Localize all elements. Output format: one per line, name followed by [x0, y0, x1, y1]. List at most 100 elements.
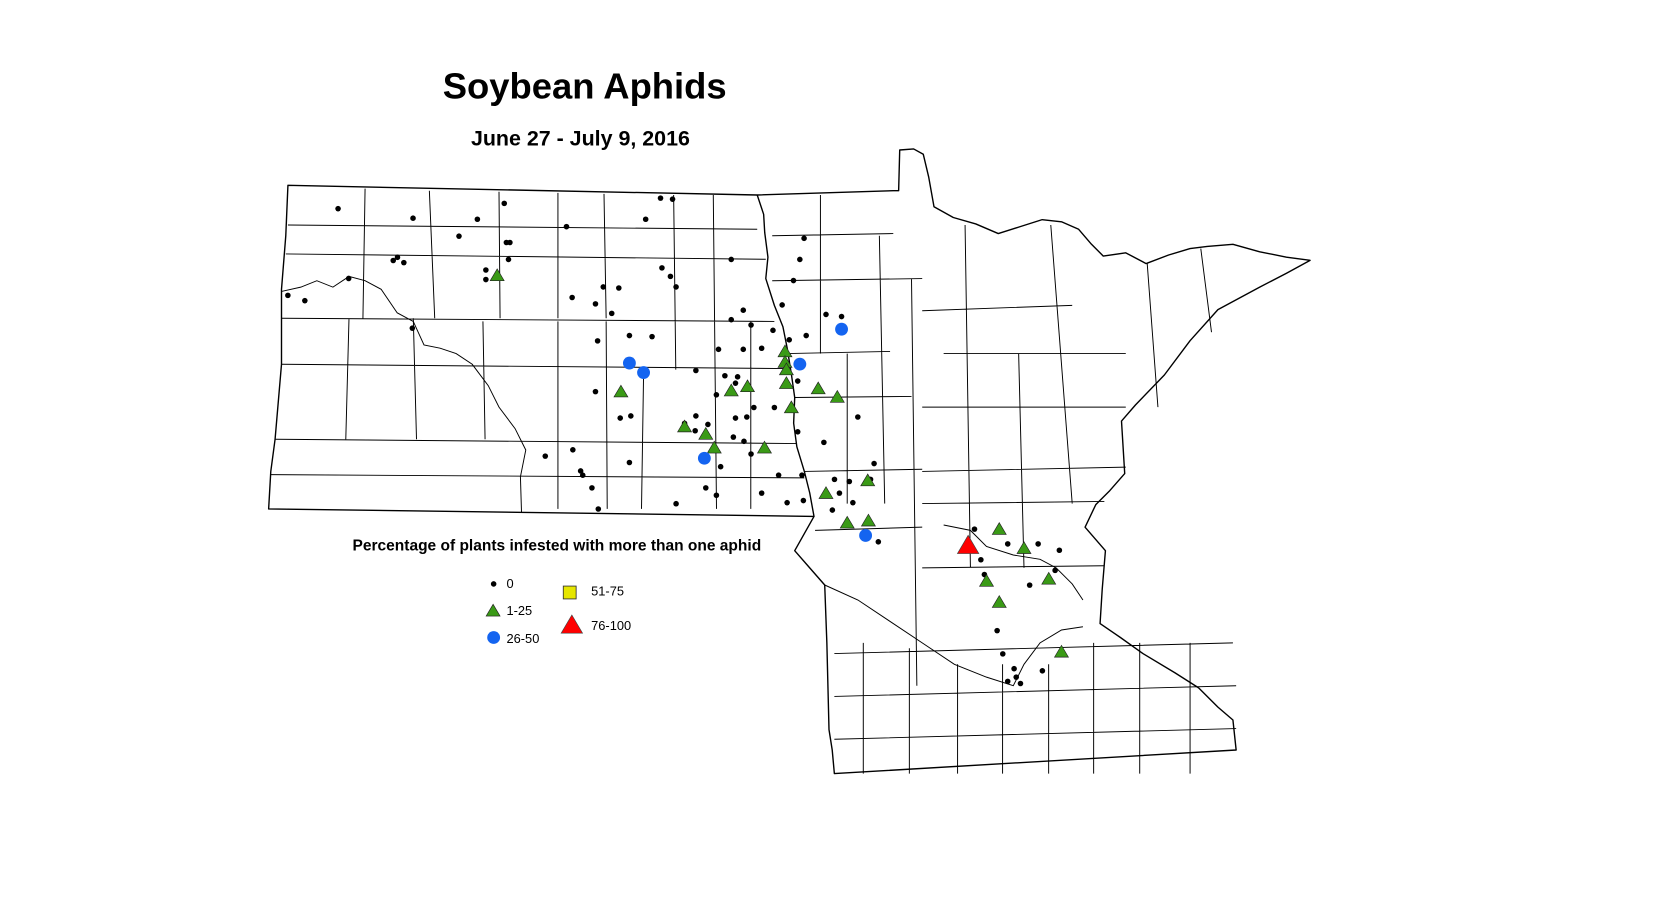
observation-zero-dot [732, 415, 739, 421]
observation-zero-dot [345, 275, 352, 282]
observation-zero-dot [800, 497, 807, 504]
observation-zero-dot [642, 216, 649, 223]
observation-1-25-triangle [839, 515, 855, 529]
observation-zero-dot [801, 235, 807, 242]
observation-zero-dot [456, 233, 462, 239]
observation-1-25-triangle [739, 379, 756, 393]
legend-label-0: 0 [506, 576, 513, 591]
observation-zero-dot [410, 215, 416, 221]
observation-zero-dot [563, 223, 570, 230]
observation-zero-dot [673, 284, 679, 290]
observation-zero-dot [994, 627, 1000, 634]
observation-zero-dot [1000, 651, 1006, 657]
observation-zero-dot [1035, 541, 1041, 547]
observation-zero-dot [1004, 678, 1011, 685]
observation-zero-dot [730, 434, 737, 440]
map-title: Soybean Aphids [443, 66, 727, 107]
observation-zero-dot [592, 301, 599, 307]
observation-1-25-triangle [860, 513, 876, 527]
north-dakota-minnesota-outline [267, 148, 1311, 775]
observation-zero-dot [595, 506, 602, 512]
observation-zero-dot [335, 205, 341, 212]
observation-zero-dot [474, 216, 481, 223]
legend-dot-icon [490, 581, 497, 587]
observation-zero-dot [775, 472, 782, 478]
missouri-river [281, 275, 527, 513]
observation-marks [285, 195, 1070, 687]
observation-1-25-triangle [1053, 644, 1070, 658]
observation-zero-dot [875, 539, 882, 545]
observation-zero-dot [570, 447, 576, 453]
observation-1-25-triangle [613, 384, 629, 398]
observation-zero-dot [626, 332, 633, 339]
observation-26-50-circle [793, 357, 807, 371]
observation-1-25-triangle [783, 400, 799, 414]
observation-zero-dot [628, 413, 634, 419]
observation-zero-dot [1039, 668, 1046, 674]
observation-zero-dot [617, 415, 624, 421]
observation-zero-dot [390, 257, 397, 264]
observation-zero-dot [855, 414, 861, 420]
observation-1-25-triangle [723, 383, 739, 397]
observation-26-50-circle [637, 366, 650, 380]
legend-green-triangle-icon [485, 603, 501, 617]
observation-zero-dot [483, 276, 489, 283]
observation-zero-dot [786, 337, 793, 343]
observation-zero-dot [608, 310, 615, 317]
observation-1-25-triangle [706, 440, 722, 454]
observation-zero-dot [394, 254, 401, 261]
observation-1-25-triangle [1041, 571, 1057, 585]
observation-zero-dot [569, 294, 575, 301]
observation-26-50-circle [835, 322, 848, 336]
observation-zero-dot [850, 499, 856, 506]
observation-zero-dot [740, 307, 747, 313]
observation-zero-dot [871, 460, 877, 467]
legend-yellow-square-icon [562, 585, 577, 600]
legend-label-26-50: 26-50 [506, 631, 539, 646]
observation-zero-dot [728, 316, 735, 323]
observation-zero-dot [616, 285, 622, 291]
observation-zero-dot [673, 500, 679, 507]
observation-zero-dot [740, 346, 747, 353]
observation-zero-dot [732, 380, 739, 386]
observation-1-25-triangle [991, 595, 1007, 608]
observation-zero-dot [741, 438, 747, 445]
observation-zero-dot [799, 472, 805, 478]
observation-zero-dot [823, 311, 829, 318]
observation-zero-dot [693, 367, 699, 374]
state-boundaries [267, 148, 1311, 775]
observation-zero-dot [748, 322, 754, 328]
observation-zero-dot [794, 429, 801, 435]
observation-zero-dot [692, 427, 698, 434]
observation-zero-dot [838, 313, 845, 320]
observation-1-25-triangle [756, 440, 773, 454]
observation-zero-dot [302, 297, 308, 304]
observation-zero-dot [717, 463, 724, 470]
observation-26-50-circle [622, 356, 636, 370]
observation-zero-dot [1026, 582, 1033, 588]
observation-zero-dot [722, 372, 728, 379]
observation-zero-dot [751, 404, 757, 411]
observation-76-100-triangle [956, 534, 980, 554]
observation-zero-dot [784, 499, 790, 506]
legend-label-51-75: 51-75 [591, 584, 624, 599]
observation-zero-dot [803, 332, 809, 339]
observation-zero-dot [667, 273, 674, 280]
observation-zero-dot [779, 302, 785, 308]
county-lines [270, 188, 1237, 774]
observation-zero-dot [401, 259, 407, 266]
observation-zero-dot [836, 490, 843, 496]
observation-1-25-triangle [978, 573, 995, 587]
observation-zero-dot [542, 453, 549, 459]
observation-zero-dot [1056, 547, 1063, 554]
legend-red-triangle-icon [560, 614, 584, 634]
observation-zero-dot [579, 472, 586, 478]
observation-zero-dot [758, 490, 765, 496]
observation-zero-dot [744, 414, 750, 420]
observation-zero-dot [626, 459, 633, 466]
observation-1-25-triangle [818, 486, 834, 499]
observation-zero-dot [577, 468, 584, 474]
observation-zero-dot [1017, 680, 1024, 687]
observation-zero-dot [1052, 567, 1058, 574]
observation-1-25-triangle [677, 419, 693, 433]
